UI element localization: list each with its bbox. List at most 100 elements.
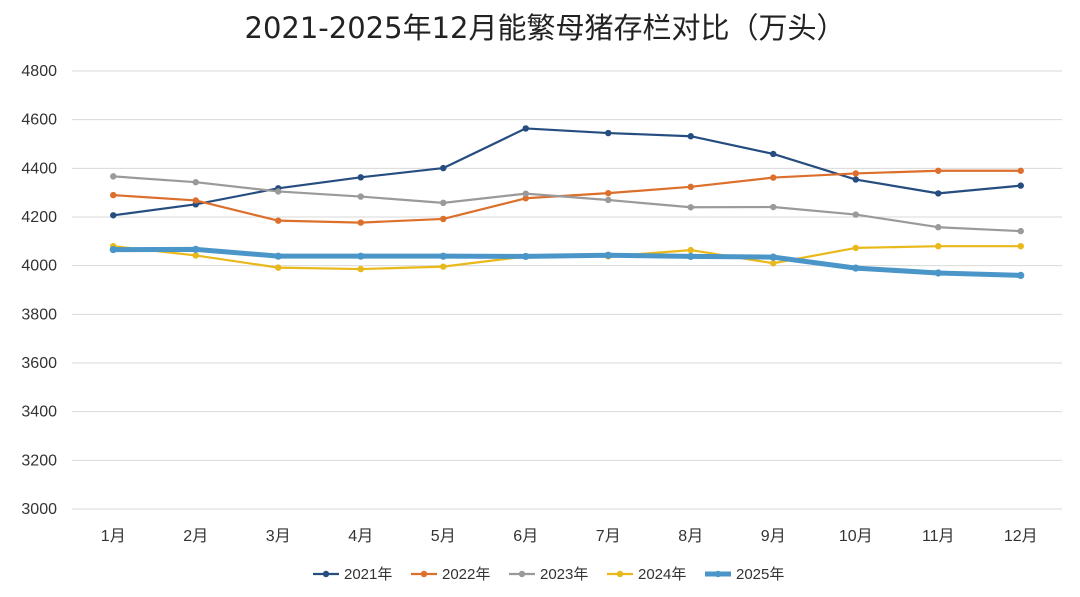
data-point — [605, 129, 612, 137]
data-point — [852, 176, 859, 183]
data-point — [274, 252, 282, 260]
legend-swatch-marker — [420, 570, 428, 578]
data-point — [935, 243, 942, 250]
data-point — [687, 246, 694, 254]
x-tick-label: 7月 — [596, 528, 621, 545]
y-tick-label: 4800 — [21, 63, 57, 80]
series-line — [110, 246, 1024, 278]
data-point — [192, 245, 200, 253]
data-point — [852, 244, 859, 252]
data-point — [357, 252, 365, 260]
legend-item: 2023年 — [509, 566, 588, 583]
data-point — [770, 203, 777, 211]
data-point — [605, 196, 612, 204]
data-point — [1017, 243, 1024, 250]
data-point — [357, 174, 364, 181]
data-point — [605, 189, 612, 197]
legend: 2021年 2022年 2023年 2024年 2025年 — [313, 566, 784, 583]
x-tick-label: 1月 — [101, 528, 126, 545]
data-point — [275, 188, 282, 195]
data-point — [770, 174, 777, 181]
legend-item: 2022年 — [411, 566, 490, 583]
data-point — [769, 253, 777, 261]
data-point — [852, 211, 859, 218]
data-point — [1017, 167, 1024, 174]
y-tick-label: 4400 — [21, 160, 57, 177]
data-point — [440, 199, 447, 207]
data-point — [110, 191, 117, 199]
data-point — [770, 260, 777, 267]
series-line — [112, 175, 1022, 233]
data-point — [440, 263, 447, 270]
y-tick-label: 3200 — [21, 452, 57, 469]
legend-swatch-marker — [322, 570, 330, 578]
data-point — [1017, 227, 1024, 235]
x-tick-label: 4月 — [348, 528, 373, 545]
legend-swatch-marker — [518, 570, 526, 578]
x-tick-label: 9月 — [761, 528, 786, 545]
data-point — [852, 170, 859, 177]
data-point — [935, 190, 942, 197]
legend-label: 2021年 — [344, 566, 392, 583]
data-point — [935, 167, 942, 174]
legend-item: 2025年 — [705, 566, 784, 583]
x-tick-label: 10月 — [839, 528, 873, 545]
grid — [72, 70, 1062, 510]
series-2023年 — [110, 173, 1024, 235]
series-2025年 — [109, 245, 1025, 279]
data-point — [192, 252, 199, 259]
y-tick-label: 3800 — [21, 306, 57, 323]
data-point — [522, 190, 529, 197]
data-point — [522, 195, 529, 202]
legend-label: 2022年 — [442, 566, 490, 583]
data-point — [192, 197, 199, 204]
legend-label: 2025年 — [736, 566, 784, 583]
y-tick-label: 3600 — [21, 355, 57, 372]
data-point — [934, 269, 942, 277]
data-point — [687, 133, 694, 140]
x-tick-label: 5月 — [431, 528, 456, 545]
y-tick-label: 3400 — [21, 404, 57, 421]
data-point — [687, 204, 694, 211]
data-point — [604, 251, 612, 259]
data-point — [687, 183, 694, 191]
y-axis: 3000 3200 3400 3600 3800 4000 4200 4400 4600 4800 — [21, 63, 57, 518]
legend-swatch-marker — [616, 570, 624, 578]
data-point — [357, 219, 364, 226]
data-point — [192, 179, 199, 186]
y-tick-label: 4200 — [21, 209, 57, 226]
data-point — [110, 212, 117, 219]
data-point — [1017, 182, 1024, 189]
data-point — [687, 252, 695, 261]
legend-label: 2024年 — [638, 566, 686, 583]
data-point — [440, 164, 447, 172]
chart-title: 2021-2025年12月能繁母猪存栏对比（万头） — [245, 11, 846, 45]
legend-label: 2023年 — [540, 566, 588, 583]
y-tick-label: 4600 — [21, 112, 57, 129]
data-point — [109, 246, 117, 254]
legend-item: 2024年 — [607, 566, 686, 583]
y-tick-label: 3000 — [21, 501, 57, 518]
data-point — [357, 193, 364, 200]
data-point — [1017, 271, 1025, 279]
data-point — [522, 252, 530, 261]
data-point — [110, 173, 117, 180]
data-point — [275, 217, 282, 224]
legend-swatch-marker — [714, 570, 722, 578]
data-point — [357, 265, 364, 273]
x-tick-label: 2月 — [183, 528, 208, 545]
data-point — [439, 252, 447, 260]
data-point — [440, 215, 447, 223]
data-point — [852, 264, 860, 272]
legend-item: 2021年 — [313, 566, 392, 583]
y-tick-label: 4000 — [21, 258, 57, 275]
x-tick-label: 8月 — [678, 528, 703, 545]
x-tick-label: 6月 — [513, 528, 538, 545]
x-axis: 1月 2月 3月 4月 5月 6月 7月 8月 9月 10月 11月 12月 — [101, 528, 1038, 545]
data-point — [275, 264, 282, 271]
x-tick-label: 11月 — [922, 528, 955, 545]
x-tick-label: 12月 — [1004, 528, 1038, 545]
data-point — [522, 125, 529, 132]
